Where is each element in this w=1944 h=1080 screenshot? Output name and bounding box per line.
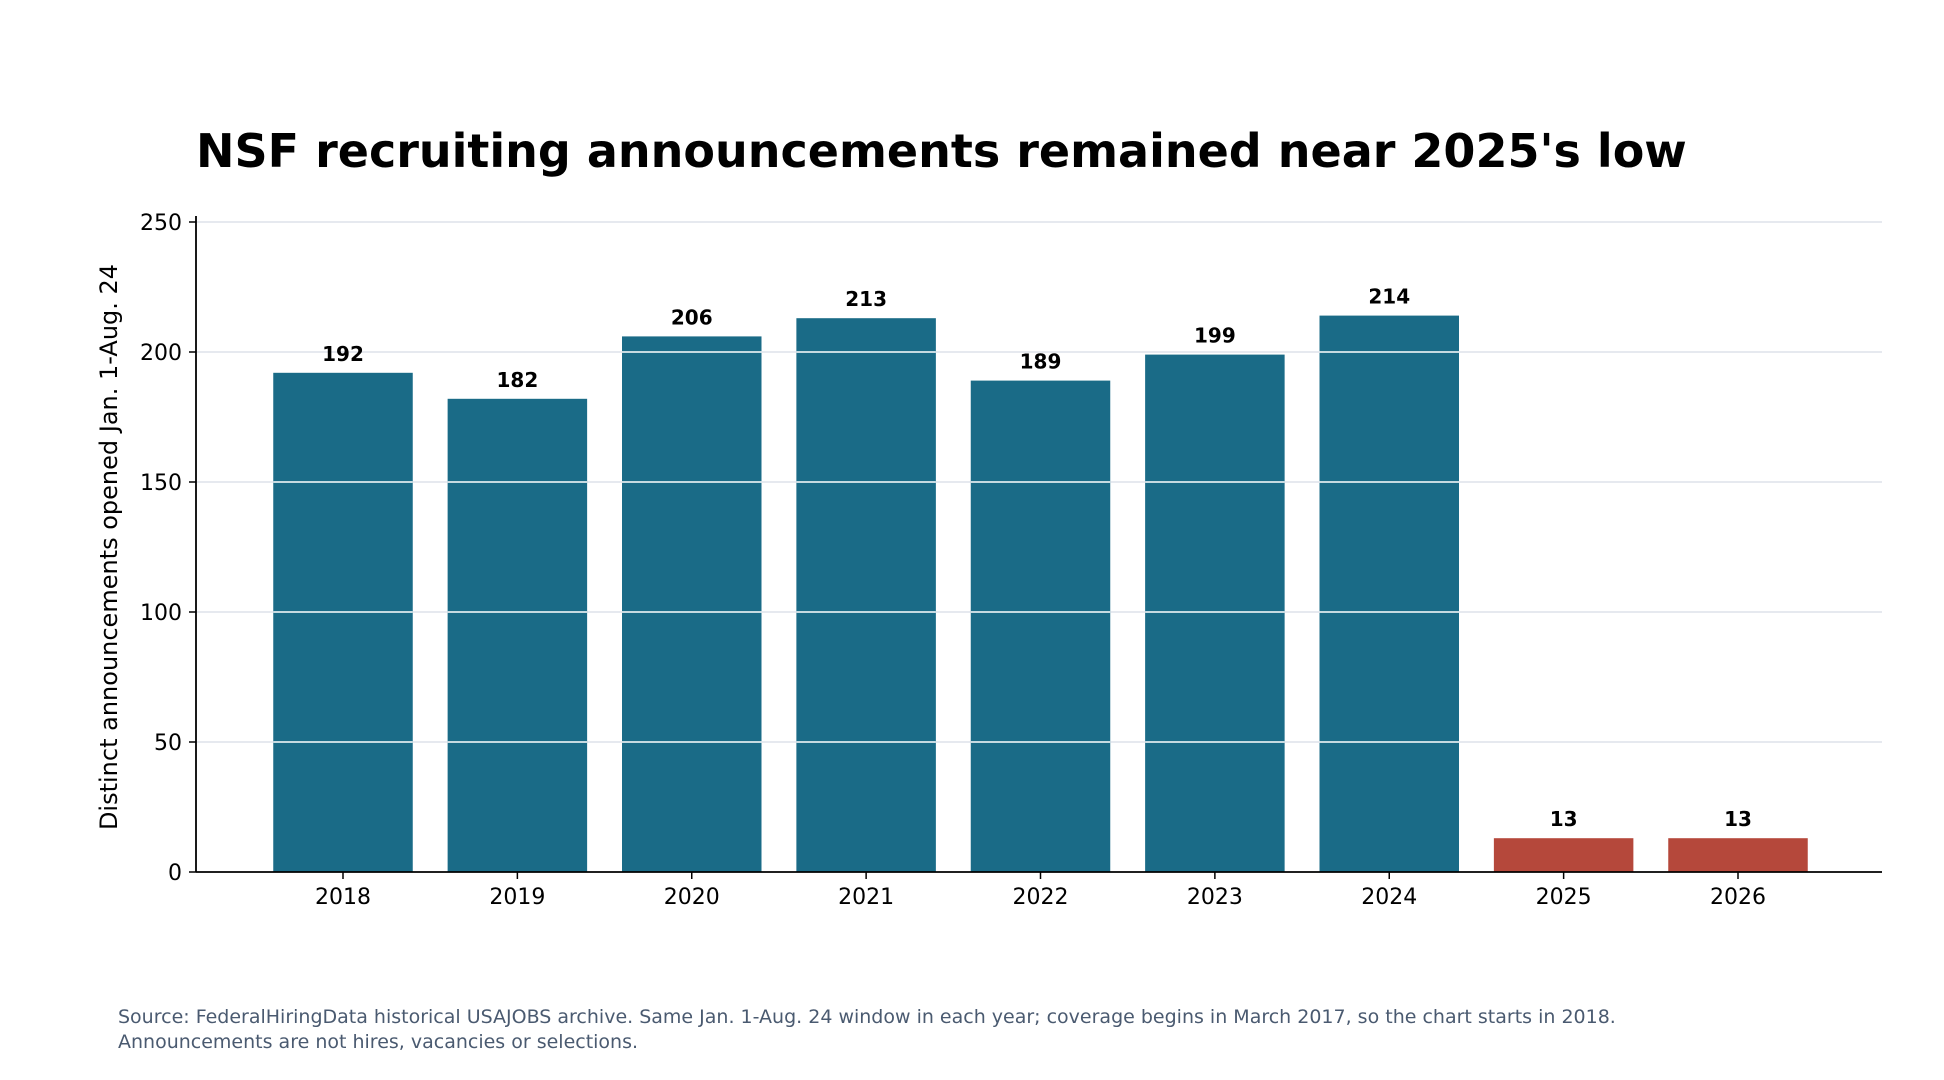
- y-tick-label-150: 150: [140, 471, 182, 496]
- x-tick-label-2023: 2023: [1187, 885, 1243, 910]
- data-label-2026: 13: [1724, 807, 1752, 831]
- data-label-2018: 192: [322, 342, 364, 366]
- bar-2022: [970, 380, 1111, 872]
- bar-2026: [1668, 838, 1808, 872]
- x-tick-label-2019: 2019: [489, 885, 545, 910]
- data-label-2024: 214: [1368, 285, 1410, 309]
- x-tick-label-2026: 2026: [1710, 885, 1766, 910]
- grid-lines-over-bars: [273, 351, 1459, 743]
- x-tick-label-2018: 2018: [315, 885, 371, 910]
- bar-2019: [447, 398, 588, 872]
- y-tick-label-250: 250: [140, 211, 182, 236]
- x-tick-label-2024: 2024: [1361, 885, 1417, 910]
- y-tick-label-100: 100: [140, 601, 182, 626]
- bar-2021: [796, 318, 936, 872]
- bar-2018: [273, 372, 413, 872]
- axes: [195, 216, 1882, 873]
- y-tick-label-200: 200: [140, 341, 182, 366]
- y-axis-label: Distinct announcements opened Jan. 1-Aug…: [95, 264, 123, 830]
- x-tick-label-2025: 2025: [1536, 885, 1592, 910]
- bar-2024: [1319, 315, 1459, 873]
- x-tick-label-2022: 2022: [1013, 885, 1069, 910]
- data-labels: 192 182 206 213 189 199 214 13 13: [322, 285, 1752, 832]
- x-tick-label-2020: 2020: [664, 885, 720, 910]
- y-tick-label-0: 0: [168, 861, 182, 886]
- bar-2020: [622, 336, 762, 872]
- bar-2023: [1145, 354, 1285, 873]
- data-label-2022: 189: [1020, 350, 1062, 374]
- data-label-2020: 206: [671, 305, 713, 329]
- y-axis-ticks: 0 50 100 150 200 250: [140, 211, 196, 886]
- x-tick-label-2021: 2021: [838, 885, 894, 910]
- bar-2025: [1493, 838, 1634, 872]
- y-tick-label-50: 50: [154, 731, 182, 756]
- chart-title: NSF recruiting announcements remained ne…: [196, 124, 1687, 178]
- data-label-2021: 213: [845, 287, 887, 311]
- data-label-2023: 199: [1194, 324, 1236, 348]
- data-label-2019: 182: [497, 368, 539, 392]
- data-label-2025: 13: [1550, 807, 1578, 831]
- source-note: Source: FederalHiringData historical USA…: [118, 1006, 1616, 1053]
- x-axis-ticks: 2018 2019 2020 2021 2022 2023 2024 2025 2026: [315, 872, 1766, 910]
- bars: [273, 315, 1808, 873]
